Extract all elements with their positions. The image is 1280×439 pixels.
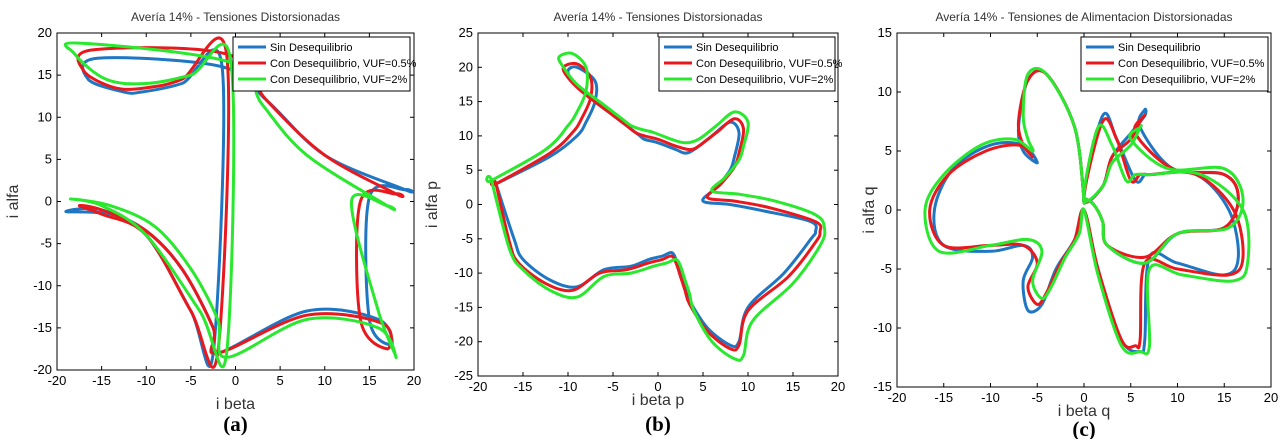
x-tick-label: 20 [407, 373, 421, 388]
y-tick-label: -25 [454, 368, 473, 383]
legend-label-1: Sin Desequilibrio [1118, 42, 1201, 54]
y-tick-label: 15 [459, 94, 473, 109]
x-axis-label: i beta [216, 396, 255, 413]
y-tick-label: -15 [873, 379, 892, 394]
x-tick-label: 0 [1080, 390, 1087, 405]
legend-label-2: Con Desequilibrio, VUF=0.5% [270, 58, 417, 70]
legend-label-3: Con Desequilibrio, VUF=2% [1118, 74, 1255, 86]
figure-caption: (b) [645, 412, 671, 436]
x-tick-label: -20 [48, 373, 67, 388]
x-tick-label: -10 [981, 390, 1000, 405]
y-tick-label: 15 [38, 67, 52, 82]
y-tick-label: -5 [461, 231, 473, 246]
y-tick-label: -20 [33, 362, 52, 377]
y-tick-label: -15 [33, 320, 52, 335]
x-tick-label: -15 [92, 373, 111, 388]
x-axis-label: i beta p [632, 392, 685, 409]
series-curves [485, 51, 827, 362]
y-axis-label: i alfa p [424, 181, 441, 228]
x-tick-label: -10 [559, 379, 578, 394]
legend-label-2: Con Desequilibrio, VUF=0.5% [1118, 58, 1265, 70]
x-tick-label: 15 [1217, 390, 1231, 405]
y-tick-label: 5 [45, 151, 52, 166]
x-tick-label: 10 [318, 373, 332, 388]
y-tick-label: 10 [38, 109, 52, 124]
y-tick-label: -15 [454, 299, 473, 314]
y-tick-label: 15 [878, 25, 892, 40]
series-line-3 [63, 41, 398, 369]
y-tick-label: 5 [466, 162, 473, 177]
y-tick-label: 5 [885, 143, 892, 158]
y-tick-label: 20 [459, 59, 473, 74]
chart-panel-2: Avería 14% - Tensiones Distorsionadas -20… [424, 10, 845, 436]
x-tick-label: 15 [362, 373, 376, 388]
x-tick-label: 5 [277, 373, 284, 388]
x-tick-label: -5 [1031, 390, 1043, 405]
y-axis-label: i alfa [5, 185, 22, 219]
x-axis-label: i beta q [1058, 403, 1110, 420]
x-tick-label: 0 [654, 379, 661, 394]
y-axis-label: i alfa q [861, 186, 878, 233]
y-tick-label: 0 [466, 197, 473, 212]
chart-panel-3: Avería 14% - Tensiones de Alimentacion D… [861, 10, 1278, 439]
legend-label-2: Con Desequilibrio, VUF=0.5% [696, 58, 843, 70]
y-tick-label: -5 [40, 236, 52, 251]
x-tick-label: 15 [786, 379, 800, 394]
legend-label-1: Sin Desequilibrio [696, 42, 779, 54]
chart-title: Avería 14% - Tensiones de Alimentacion D… [935, 10, 1232, 24]
x-tick-label: -20 [469, 379, 488, 394]
x-tick-label: 20 [1264, 390, 1278, 405]
chart-title: Avería 14% - Tensiones Distorsionadas [553, 10, 762, 24]
x-tick-label: -5 [185, 373, 197, 388]
series-line-3 [485, 51, 827, 362]
y-tick-label: -5 [880, 261, 892, 276]
y-tick-label: 0 [885, 202, 892, 217]
y-tick-label: 0 [45, 194, 52, 209]
legend: Sin Desequilibrio Con Desequilibrio, VUF=… [1080, 36, 1269, 92]
y-tick-label: 20 [38, 25, 52, 40]
x-tick-label: -15 [934, 390, 953, 405]
x-tick-label: 0 [232, 373, 239, 388]
x-tick-label: -20 [888, 390, 907, 405]
x-tick-label: 10 [1170, 390, 1184, 405]
x-tick-label: 5 [1127, 390, 1134, 405]
chart-title: Avería 14% - Tensiones Distorsionadas [131, 10, 340, 24]
x-tick-label: -10 [137, 373, 156, 388]
x-tick-label: 5 [699, 379, 706, 394]
series-line-2 [490, 61, 823, 352]
y-tick-label: 25 [459, 25, 473, 40]
chart-panel-1: Avería 14% - Tensiones Distorsionadas -20… [5, 10, 421, 436]
x-tick-label: -15 [514, 379, 533, 394]
x-tick-label: 20 [831, 379, 845, 394]
y-tick-label: 10 [459, 128, 473, 143]
y-tick-label: -10 [873, 320, 892, 335]
series-curves [63, 36, 414, 369]
x-tick-label: 10 [741, 379, 755, 394]
legend-label-1: Sin Desequilibrio [270, 42, 353, 54]
series-line-3 [923, 66, 1251, 356]
figure-caption: (c) [1072, 417, 1095, 439]
series-curves [923, 66, 1251, 356]
legend: Sin Desequilibrio Con Desequilibrio, VUF=… [658, 36, 843, 92]
y-tick-label: 10 [878, 84, 892, 99]
x-tick-label: -5 [607, 379, 619, 394]
legend-label-3: Con Desequilibrio, VUF=2% [696, 74, 833, 86]
y-tick-label: -20 [454, 334, 473, 349]
y-tick-label: -10 [454, 265, 473, 280]
legend: Sin Desequilibrio Con Desequilibrio, VUF=… [232, 36, 417, 92]
series-line-2 [928, 69, 1245, 350]
legend-label-3: Con Desequilibrio, VUF=2% [270, 74, 407, 86]
y-tick-label: -10 [33, 278, 52, 293]
figure-caption: (a) [223, 412, 248, 436]
